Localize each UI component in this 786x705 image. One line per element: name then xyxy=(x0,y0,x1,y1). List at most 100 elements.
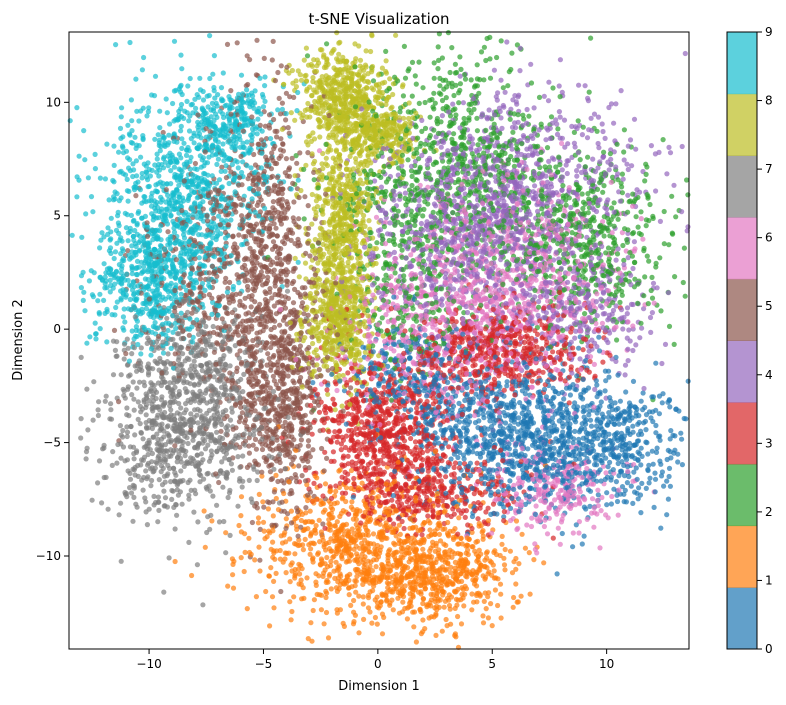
scatter-point-class-1 xyxy=(499,541,505,547)
scatter-point-class-9 xyxy=(132,227,138,234)
scatter-point-class-9 xyxy=(216,213,222,219)
scatter-point-class-5 xyxy=(270,239,277,245)
scatter-point-class-0 xyxy=(597,391,603,397)
scatter-point-class-4 xyxy=(556,109,563,115)
scatter-point-class-4 xyxy=(536,127,542,133)
scatter-point-class-7 xyxy=(188,487,194,493)
scatter-point-class-2 xyxy=(431,127,437,133)
scatter-point-class-1 xyxy=(516,561,522,567)
scatter-point-class-5 xyxy=(227,370,233,376)
scatter-point-class-9 xyxy=(197,75,203,81)
scatter-point-class-0 xyxy=(685,378,691,384)
scatter-point-class-9 xyxy=(127,132,133,138)
scatter-point-class-4 xyxy=(613,257,619,263)
scatter-point-class-0 xyxy=(666,473,672,480)
scatter-point-class-7 xyxy=(84,386,90,392)
scatter-point-class-8 xyxy=(279,126,285,132)
scatter-point-class-0 xyxy=(572,428,578,434)
scatter-point-class-1 xyxy=(510,604,516,610)
scatter-point-class-1 xyxy=(497,581,504,587)
scatter-point-class-7 xyxy=(108,407,114,413)
scatter-point-class-1 xyxy=(483,606,489,612)
scatter-point-class-1 xyxy=(301,595,307,601)
scatter-point-class-1 xyxy=(298,562,304,569)
scatter-point-class-8 xyxy=(303,45,309,51)
scatter-point-class-0 xyxy=(640,390,646,396)
scatter-point-class-2 xyxy=(624,237,630,243)
scatter-point-class-3 xyxy=(401,525,407,532)
scatter-point-class-5 xyxy=(248,304,254,310)
scatter-point-class-9 xyxy=(188,102,194,108)
scatter-point-class-1 xyxy=(241,568,247,575)
scatter-point-class-9 xyxy=(154,156,160,162)
scatter-point-class-9 xyxy=(118,195,124,201)
scatter-point-class-4 xyxy=(515,94,521,100)
scatter-point-class-7 xyxy=(118,372,124,378)
scatter-point-class-2 xyxy=(672,274,678,280)
scatter-point-class-1 xyxy=(260,519,267,525)
scatter-point-class-5 xyxy=(291,94,297,100)
scatter-point-class-2 xyxy=(505,83,511,89)
scatter-point-class-9 xyxy=(82,157,88,163)
scatter-point-class-4 xyxy=(524,106,530,113)
scatter-point-class-4 xyxy=(531,105,537,111)
scatter-point-class-0 xyxy=(630,423,636,429)
scatter-point-class-4 xyxy=(486,107,492,113)
scatter-point-class-1 xyxy=(480,613,486,619)
scatter-point-class-2 xyxy=(621,149,627,155)
scatter-point-class-2 xyxy=(509,50,515,56)
scatter-point-class-0 xyxy=(638,462,644,468)
scatter-point-class-1 xyxy=(433,632,439,639)
scatter-point-class-8 xyxy=(319,161,325,167)
scatter-point-class-9 xyxy=(214,161,220,167)
scatter-point-class-9 xyxy=(260,104,267,110)
scatter-point-class-2 xyxy=(555,126,561,132)
scatter-point-class-0 xyxy=(561,396,567,402)
scatter-point-class-0 xyxy=(559,389,565,395)
scatter-point-class-0 xyxy=(649,394,655,400)
scatter-point-class-3 xyxy=(534,344,540,350)
scatter-point-class-6 xyxy=(613,324,619,330)
scatter-point-class-5 xyxy=(165,229,171,235)
scatter-point-class-1 xyxy=(439,628,445,634)
scatter-point-class-5 xyxy=(305,203,311,209)
scatter-point-class-4 xyxy=(498,77,504,83)
scatter-point-class-2 xyxy=(649,295,656,301)
scatter-point-class-2 xyxy=(586,89,592,95)
scatter-point-class-4 xyxy=(671,182,677,188)
scatter-point-class-1 xyxy=(263,588,269,595)
scatter-point-class-2 xyxy=(392,241,398,247)
scatter-point-class-1 xyxy=(491,568,497,574)
scatter-point-class-1 xyxy=(287,599,293,605)
scatter-point-class-9 xyxy=(207,75,213,82)
scatter-point-class-1 xyxy=(269,594,276,600)
scatter-point-class-5 xyxy=(228,195,234,201)
scatter-point-class-6 xyxy=(544,531,551,537)
scatter-point-class-0 xyxy=(554,571,560,577)
scatter-point-class-9 xyxy=(207,33,213,39)
scatter-point-class-7 xyxy=(179,501,185,507)
scatter-point-class-5 xyxy=(283,117,289,123)
scatter-point-class-5 xyxy=(307,253,313,259)
scatter-point-class-2 xyxy=(445,29,451,36)
scatter-point-class-5 xyxy=(270,38,276,45)
scatter-point-class-4 xyxy=(446,109,452,115)
scatter-point-class-4 xyxy=(664,171,670,177)
scatter-point-class-7 xyxy=(156,507,162,513)
scatter-point-class-9 xyxy=(178,123,184,129)
scatter-point-class-7 xyxy=(131,494,137,500)
scatter-point-class-2 xyxy=(658,308,664,314)
scatter-point-class-9 xyxy=(90,294,96,300)
scatter-point-class-0 xyxy=(576,345,582,351)
scatter-point-class-0 xyxy=(343,421,349,427)
scatter-point-class-1 xyxy=(330,554,336,560)
scatter-point-class-1 xyxy=(526,550,532,556)
scatter-point-class-2 xyxy=(324,41,330,47)
scatter-point-class-9 xyxy=(164,110,170,116)
scatter-points xyxy=(67,29,691,651)
scatter-point-class-1 xyxy=(287,579,293,585)
scatter-point-class-1 xyxy=(370,588,376,594)
scatter-point-class-7 xyxy=(124,412,130,418)
scatter-point-class-3 xyxy=(474,460,480,466)
scatter-point-class-0 xyxy=(448,456,454,462)
